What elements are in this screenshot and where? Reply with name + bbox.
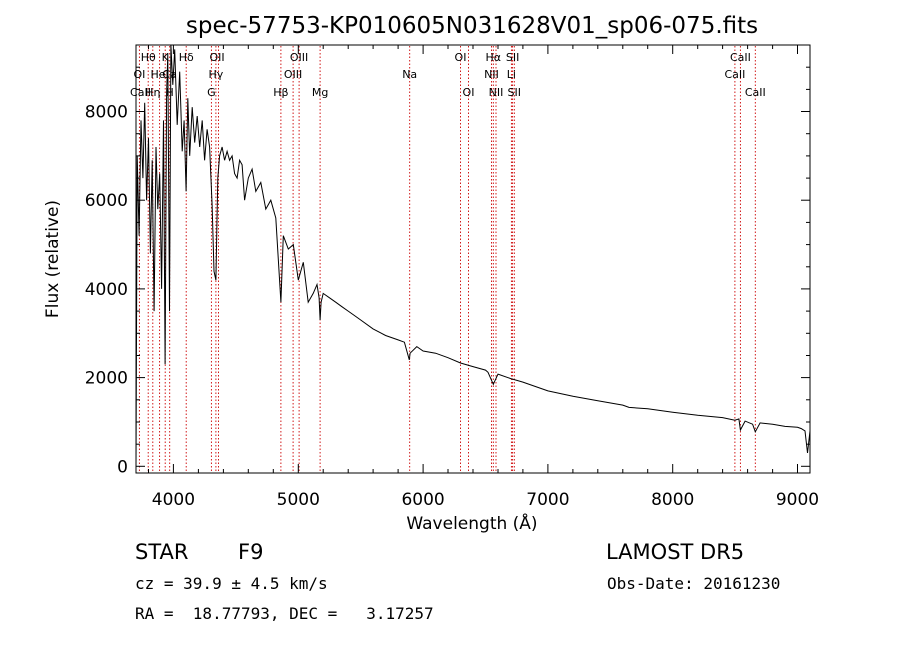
x-tick-label: 9000 [776, 490, 819, 510]
line-label: OI [463, 86, 475, 99]
line-label: Hθ [141, 51, 156, 64]
y-axis-label: Flux (relative) [43, 200, 63, 318]
line-label: SII [506, 51, 519, 64]
line-label: OII [210, 51, 225, 64]
y-axis-ticks: 0 2000 4000 6000 8000 [85, 66, 810, 477]
line-label: NII [489, 86, 504, 99]
y-tick-label: 8000 [85, 103, 128, 123]
line-label: HeI [150, 68, 168, 81]
line-label: CaII [745, 86, 766, 99]
x-tick-label: 4000 [152, 490, 195, 510]
chart-title: spec-57753-KP010605N031628V01_sp06-075.f… [186, 13, 758, 39]
x-tick-label: 8000 [651, 490, 694, 510]
x-tick-label: 5000 [277, 490, 320, 510]
x-tick-label: 7000 [526, 490, 569, 510]
emission-line-markers [138, 46, 756, 472]
line-label: OIII [284, 68, 302, 81]
line-label: Hδ [179, 51, 194, 64]
plot-frame [135, 44, 811, 474]
line-label: Hα [486, 51, 502, 64]
y-tick-label: 4000 [85, 280, 128, 300]
y-tick-label: 2000 [85, 369, 128, 389]
line-label: K [162, 51, 170, 64]
line-label: H [166, 86, 174, 99]
line-label: CaII [724, 68, 745, 81]
y-tick-label: 0 [117, 457, 128, 477]
x-tick-label: 6000 [401, 490, 444, 510]
spectrum-line [135, 44, 811, 467]
line-label: OIII [290, 51, 308, 64]
observation-date: Obs-Date: 20161230 [607, 574, 781, 593]
line-label: Hγ [209, 68, 224, 81]
line-label: Li [507, 68, 516, 81]
y-tick-label: 6000 [85, 191, 128, 211]
object-subclass: F9 [238, 540, 264, 564]
line-label: Hη [145, 86, 160, 99]
line-label: SII [508, 86, 521, 99]
line-label: Na [402, 68, 417, 81]
line-label: Ca [162, 68, 176, 81]
line-label: OI [133, 68, 145, 81]
survey-name: LAMOST DR5 [606, 540, 745, 564]
x-axis-ticks: 4000 5000 6000 7000 8000 9000 [148, 45, 819, 510]
line-label: CaII [730, 51, 751, 64]
line-label: Hβ [273, 86, 288, 99]
line-label: Mg [312, 86, 328, 99]
object-class: STAR [135, 540, 189, 564]
line-label: G [207, 86, 216, 99]
line-label: OI [455, 51, 467, 64]
x-axis-label: Wavelength (Å) [406, 512, 537, 534]
sky-coordinates: RA = 18.77793, DEC = 3.17257 [135, 604, 434, 623]
redshift-velocity: cz = 39.9 ± 4.5 km/s [135, 574, 328, 593]
line-label: CaII [130, 86, 151, 99]
line-label: NII [484, 68, 499, 81]
